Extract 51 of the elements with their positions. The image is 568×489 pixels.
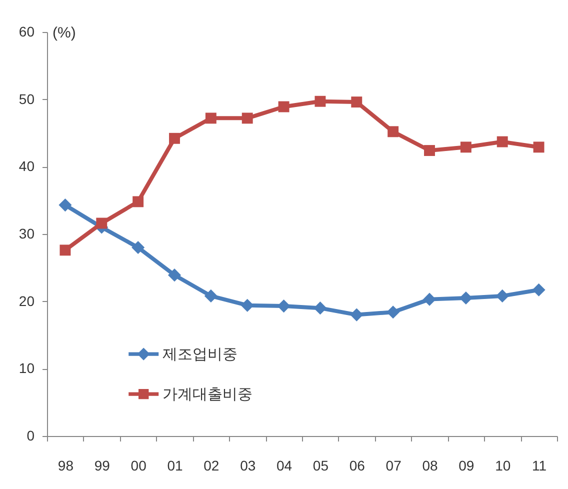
point [424,145,435,156]
y-tick-label: 20 [18,292,35,309]
x-tick-label: 10 [495,458,511,474]
y-tick-label: 0 [26,428,35,444]
y-tick-label: 60 [18,24,35,40]
point [278,101,290,112]
legend-label: 제조업비중 [162,346,238,364]
x-tick-label: 09 [458,458,474,474]
point [532,283,546,296]
point [169,132,180,144]
y-tick-label: 30 [18,226,35,242]
y-tick-label: 50 [18,90,35,107]
point [459,291,472,304]
x-tick-label: 06 [349,458,366,474]
point [422,292,436,306]
x-tick-label: 01 [167,458,183,474]
x-tick-label: 00 [130,458,147,474]
point [204,289,218,302]
x-tick-label: 99 [94,458,110,474]
point [496,136,508,148]
point [242,112,253,124]
x-tick-label: 11 [532,458,547,474]
point [132,196,144,208]
x-tick-label: 02 [204,458,220,474]
x-tick-label: 03 [240,458,256,474]
legend-label: 가계대출비중 [162,386,253,404]
point [96,218,108,229]
x-tick-label: 04 [276,458,292,474]
point [60,244,71,256]
y-tick-label: 10 [18,360,35,376]
point [460,142,472,153]
x-tick-label: 98 [58,458,74,474]
point [388,126,399,138]
y-tick-label: 40 [18,158,35,174]
point [205,112,216,124]
point [351,96,362,108]
x-tick-label: 08 [422,458,438,474]
point [132,240,145,254]
point [277,300,290,313]
x-tick-label: 07 [386,458,402,474]
point [533,142,544,153]
y-axis-title: (%) [52,24,76,42]
point [314,96,326,107]
point [496,289,509,302]
point [240,298,254,312]
point [58,198,72,212]
point [314,302,327,315]
point [350,308,364,322]
point [386,306,400,319]
x-tick-label: 05 [312,458,329,474]
point [168,268,182,282]
